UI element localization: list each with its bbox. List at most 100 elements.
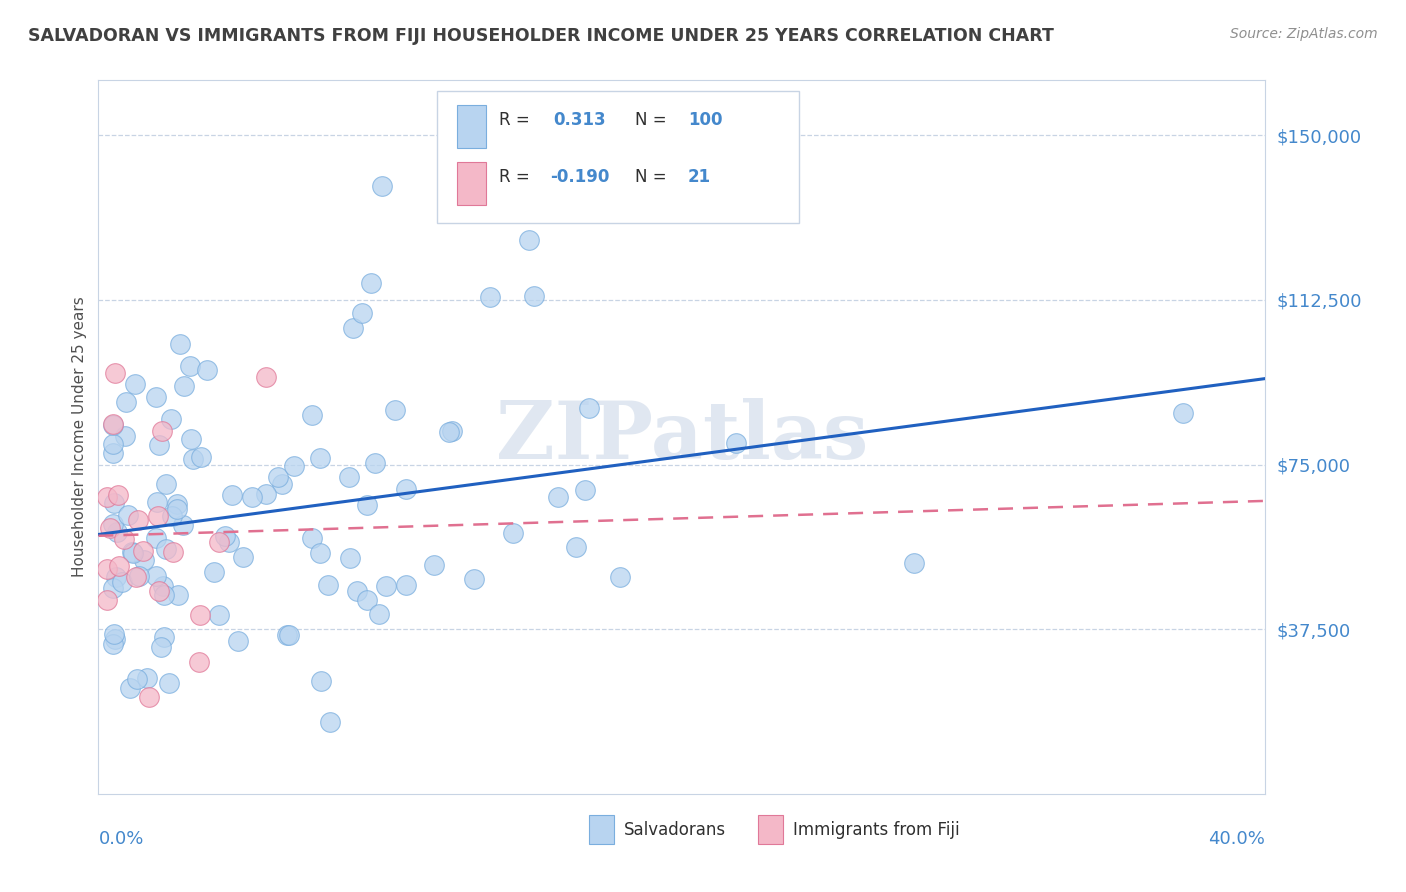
Point [121, 546, 143, 560]
Text: Salvadorans: Salvadorans [623, 821, 725, 838]
Point [440, 424, 463, 438]
Point [159, 411, 181, 425]
Point [121, 544, 143, 558]
Point [146, 508, 169, 523]
Point [574, 483, 596, 498]
Point [479, 290, 502, 304]
Text: N =: N = [636, 111, 672, 128]
Point [346, 583, 368, 598]
Point [150, 425, 173, 439]
Point [271, 477, 294, 491]
Point [96, 490, 118, 504]
Point [356, 593, 378, 607]
FancyBboxPatch shape [437, 91, 799, 223]
Point [502, 525, 524, 540]
Point [166, 497, 188, 511]
Point [301, 409, 323, 423]
Text: Source: ZipAtlas.com: Source: ZipAtlas.com [1230, 27, 1378, 41]
Point [128, 568, 150, 582]
Point [240, 491, 263, 505]
Point [208, 607, 231, 622]
Point [162, 545, 184, 559]
Point [112, 532, 135, 546]
Point [179, 359, 201, 373]
Bar [758, 815, 783, 844]
Point [903, 556, 925, 570]
Point [132, 552, 155, 566]
Point [283, 459, 305, 474]
Bar [457, 105, 486, 148]
Point [173, 378, 195, 392]
Point [124, 376, 146, 391]
Point [228, 633, 250, 648]
Point [103, 637, 125, 651]
Point [517, 233, 540, 247]
Point [218, 534, 240, 549]
Point [96, 562, 118, 576]
Point [169, 336, 191, 351]
Point [384, 403, 406, 417]
Point [103, 627, 125, 641]
Y-axis label: Householder Income Under 25 years: Householder Income Under 25 years [72, 297, 87, 577]
Point [153, 630, 176, 644]
Point [254, 370, 277, 384]
Point [342, 321, 364, 335]
Point [157, 676, 180, 690]
Text: 100: 100 [688, 111, 723, 128]
Point [117, 508, 139, 522]
Point [101, 436, 124, 450]
Point [101, 517, 124, 532]
Point [423, 558, 446, 573]
Point [127, 513, 149, 527]
Point [105, 570, 128, 584]
Text: 40.0%: 40.0% [1209, 830, 1265, 847]
Bar [457, 162, 486, 205]
Point [104, 366, 127, 380]
Point [360, 277, 382, 291]
Point [352, 306, 374, 320]
Point [145, 569, 167, 583]
Point [166, 502, 188, 516]
Point [148, 583, 170, 598]
Point [108, 558, 131, 573]
Point [316, 577, 339, 591]
Point [148, 437, 170, 451]
Point [437, 425, 460, 439]
Text: 0.313: 0.313 [554, 111, 606, 128]
Point [103, 496, 125, 510]
Point [96, 592, 118, 607]
Point [105, 525, 128, 540]
Point [172, 518, 194, 533]
Point [155, 542, 177, 557]
Point [356, 498, 378, 512]
Point [395, 482, 418, 496]
Point [155, 477, 177, 491]
Point [371, 178, 394, 193]
Point [547, 490, 569, 504]
Point [364, 456, 387, 470]
Point [221, 488, 243, 502]
Point [138, 690, 160, 705]
Point [160, 508, 183, 523]
Point [152, 579, 174, 593]
Point [114, 429, 136, 443]
Point [254, 486, 277, 500]
Text: 21: 21 [688, 168, 711, 186]
Point [267, 469, 290, 483]
Point [276, 628, 298, 642]
Point [132, 543, 155, 558]
Text: 0.0%: 0.0% [98, 830, 143, 847]
Point [308, 451, 330, 466]
Text: R =: R = [499, 111, 534, 128]
Point [111, 574, 134, 589]
Point [125, 672, 148, 686]
Text: N =: N = [636, 168, 672, 186]
Point [308, 546, 330, 560]
Point [188, 655, 211, 669]
Text: ZIPatlas: ZIPatlas [496, 398, 868, 476]
Point [523, 289, 546, 303]
Point [181, 452, 204, 467]
Point [149, 640, 172, 654]
Point [578, 401, 600, 416]
Point [136, 671, 159, 685]
